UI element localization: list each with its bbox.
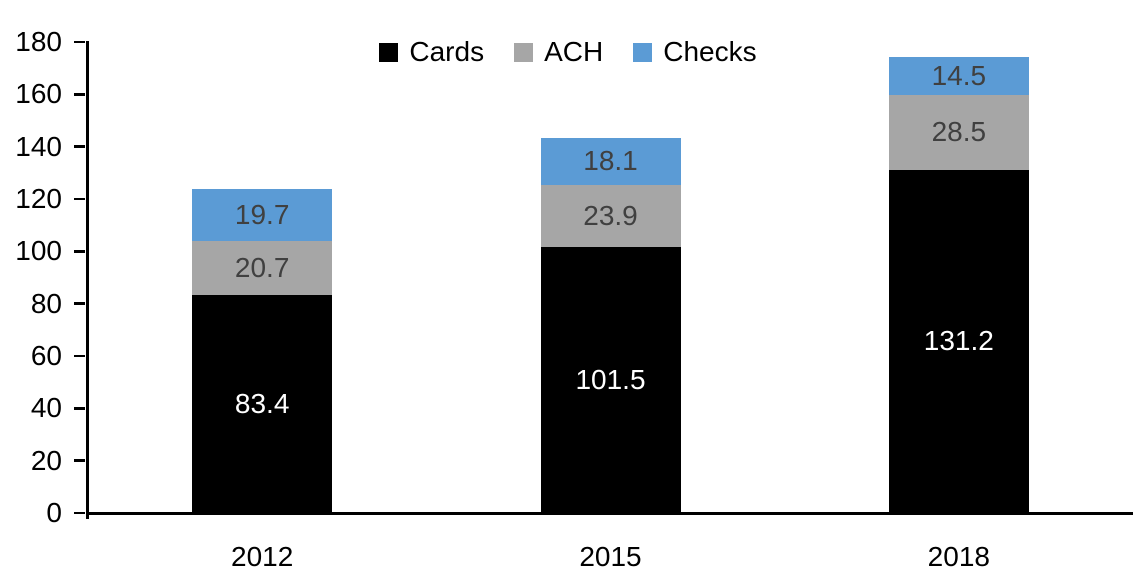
bar-segment-checks-2018: [888, 57, 1029, 96]
x-axis-label-2015: 2015: [579, 541, 642, 572]
segment-value-ach-2018: 28.5: [931, 116, 987, 148]
bar-segment-cards-2018: [888, 169, 1029, 513]
y-axis-tick: [74, 93, 85, 96]
segment-value-checks-2018: 14.5: [931, 60, 987, 92]
legend-item-ach: ACH: [514, 38, 603, 66]
y-axis-tick-label: 80: [30, 287, 62, 319]
y-axis-tick-label: 60: [30, 340, 62, 371]
y-axis-tick-label: 160: [15, 78, 62, 110]
segment-value-checks-2015: 18.1: [583, 145, 638, 177]
legend-item-checks: Checks: [633, 36, 757, 67]
x-axis-label-2018: 2018: [927, 541, 990, 572]
y-axis-tick: [74, 250, 85, 253]
y-axis-tick-label: 100: [15, 235, 62, 267]
bar-segment-cards-2015: [540, 247, 681, 513]
y-axis-tick-label: 20: [30, 444, 62, 476]
segment-value-cards-2018: 131.2: [923, 325, 994, 357]
segment-value-checks-2012: 19.7: [234, 198, 290, 230]
y-axis-tick-label: 0: [46, 497, 62, 528]
legend-swatch-ach: [514, 42, 534, 62]
x-axis-label-2012: 2012: [231, 541, 294, 572]
segment-value-cards-2015: 101.5: [575, 364, 646, 396]
y-axis-tick: [74, 197, 85, 201]
segment-value-ach-2012: 20.7: [234, 251, 290, 283]
legend-swatch-cards: [379, 42, 399, 62]
y-axis-tick-label: 120: [15, 183, 62, 214]
y-axis-tick: [74, 302, 85, 305]
bar-segment-checks-2015: [540, 137, 681, 185]
chart-legend: Cards ACH Checks: [0, 38, 1136, 66]
bar-segment-checks-2012: [192, 189, 333, 241]
legend-item-cards: Cards: [379, 38, 484, 66]
y-axis-tick: [74, 354, 85, 358]
y-axis-tick-label: 180: [15, 26, 62, 57]
y-axis-tick-label: 40: [30, 392, 62, 424]
bar-segment-cards-2012: [192, 294, 333, 513]
y-axis-tick-label: 140: [15, 130, 62, 162]
segment-value-cards-2012: 83.4: [234, 387, 290, 419]
y-axis-tick: [74, 145, 85, 148]
legend-label-cards: Cards: [409, 36, 485, 67]
legend-label-checks: Checks: [663, 36, 757, 67]
segment-value-ach-2015: 23.9: [583, 200, 638, 232]
legend-label-ach: ACH: [544, 36, 604, 67]
x-axis-line: [85, 511, 1133, 515]
bar-segment-ach-2015: [540, 184, 681, 248]
y-axis-tick: [74, 40, 85, 44]
bar-segment-ach-2012: [192, 240, 333, 295]
y-axis-tick: [74, 511, 85, 515]
bar-segment-ach-2018: [888, 95, 1029, 170]
y-axis-tick: [74, 459, 85, 462]
y-axis-line: [85, 41, 89, 519]
y-axis-tick: [74, 407, 85, 410]
legend-swatch-checks: [633, 42, 653, 62]
